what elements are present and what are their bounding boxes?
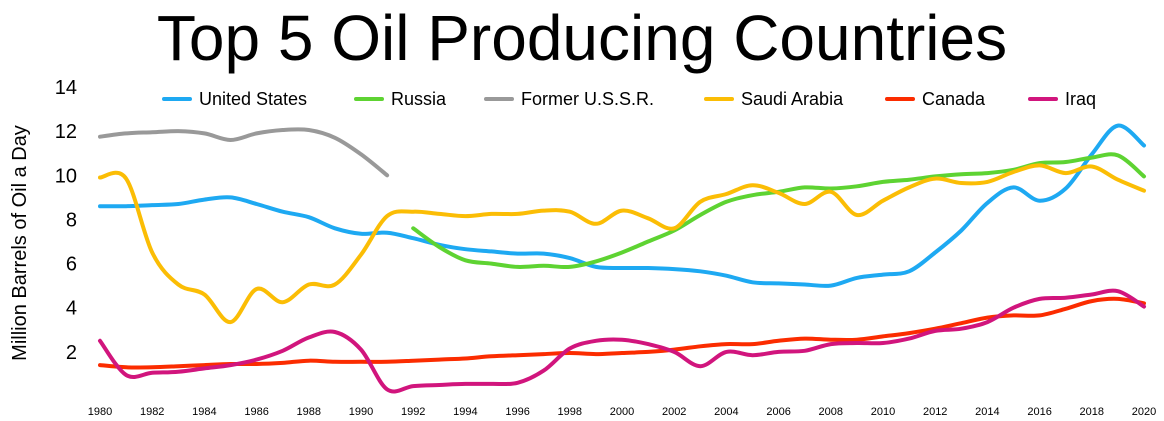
x-tick-label: 2020 (1132, 406, 1156, 418)
x-tick-label: 2004 (714, 406, 738, 418)
series-lines (98, 123, 1146, 394)
x-tick-label: 2014 (975, 406, 999, 418)
x-tick-label: 2008 (819, 406, 843, 418)
legend-label-iraq: Iraq (1065, 89, 1096, 109)
legend-label-saudi-arabia: Saudi Arabia (741, 89, 844, 109)
y-tick-label: 2 (66, 342, 77, 364)
x-tick-label: 1990 (349, 406, 373, 418)
legend-label-russia: Russia (391, 89, 447, 109)
series-line-iraq (98, 288, 1146, 394)
x-tick-label: 2010 (871, 406, 895, 418)
legend: United States Russia Former U.S.S.R. Saudi … (162, 89, 1096, 109)
legend-label-canada: Canada (922, 89, 986, 109)
y-axis-label: Million Barrels of Oil a Day (9, 125, 31, 361)
x-axis-ticks: 1980 1982 1984 1986 1988 1990 1992 1994 1996 1998… (88, 406, 1156, 418)
x-tick-label: 1980 (88, 406, 112, 418)
legend-label-former-u-s-s-r: Former U.S.S.R. (521, 89, 654, 109)
x-tick-label: 2006 (766, 406, 790, 418)
y-tick-label: 14 (55, 77, 77, 99)
y-tick-label: 6 (66, 254, 77, 276)
x-tick-label: 1988 (297, 406, 321, 418)
series-line-former-u-s-s-r (98, 127, 390, 178)
x-tick-label: 1998 (558, 406, 582, 418)
x-tick-label: 1994 (453, 406, 477, 418)
y-tick-label: 10 (55, 165, 77, 187)
series-line-united-states (98, 123, 1146, 288)
x-tick-label: 1996 (505, 406, 529, 418)
legend-label-united-states: United States (199, 89, 307, 109)
y-tick-label: 8 (66, 209, 77, 231)
x-tick-label: 2000 (610, 406, 634, 418)
chart-title: Top 5 Oil Producing Countries (157, 2, 1007, 74)
x-tick-label: 2012 (923, 406, 947, 418)
x-tick-label: 2002 (662, 406, 686, 418)
x-tick-label: 1992 (401, 406, 425, 418)
x-tick-label: 1982 (140, 406, 164, 418)
series-line-saudi-arabia (98, 163, 1146, 325)
x-tick-label: 2018 (1080, 406, 1104, 418)
y-tick-label: 12 (55, 121, 77, 143)
x-tick-label: 1986 (244, 406, 268, 418)
y-tick-label: 4 (66, 298, 77, 320)
x-tick-label: 1984 (192, 406, 216, 418)
x-tick-label: 2016 (1027, 406, 1051, 418)
series-line-canada (98, 296, 1146, 370)
y-axis-ticks: 2 4 6 8 10 12 14 (55, 77, 77, 364)
series-line-russia (411, 152, 1146, 270)
